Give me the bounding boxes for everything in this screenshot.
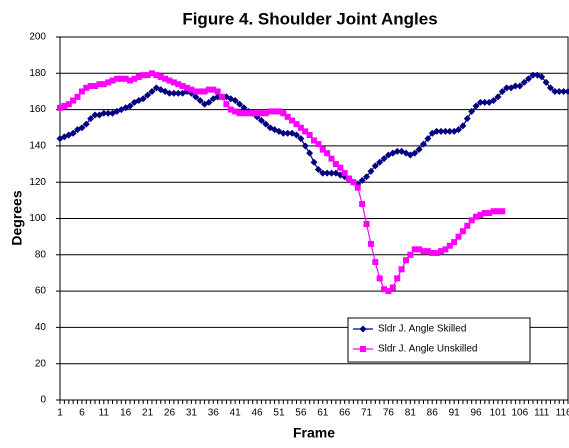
data-point [215, 88, 221, 94]
y-tick-label: 200 [29, 32, 46, 43]
data-point [372, 259, 378, 265]
data-point [307, 132, 313, 138]
y-tick-label: 80 [35, 249, 47, 260]
data-point [456, 234, 462, 240]
x-tick-label: 106 [511, 408, 528, 419]
y-tick-label: 160 [29, 104, 46, 115]
data-point [75, 94, 81, 100]
data-point [499, 208, 505, 214]
data-point [403, 257, 409, 263]
y-tick-label: 40 [35, 322, 47, 333]
data-point [460, 228, 466, 234]
data-point [451, 239, 457, 245]
x-tick-label: 101 [490, 408, 507, 419]
data-point [407, 252, 413, 258]
x-tick-label: 16 [120, 408, 132, 419]
y-axis-title: Degrees [9, 190, 25, 245]
y-tick-label: 140 [29, 141, 46, 152]
data-point [359, 201, 365, 207]
data-point [364, 221, 370, 227]
x-tick-label: 111 [534, 408, 550, 419]
data-point [324, 150, 330, 156]
x-tick-label: 6 [79, 408, 85, 419]
x-tick-label: 31 [186, 408, 198, 419]
x-tick-label: 86 [427, 408, 439, 419]
x-tick-label: 36 [208, 408, 220, 419]
x-tick-label: 11 [99, 408, 110, 419]
x-tick-label: 61 [317, 408, 329, 419]
x-tick-label: 66 [339, 408, 351, 419]
x-tick-label: 46 [252, 408, 264, 419]
data-point [315, 141, 321, 147]
x-tick-label: 91 [449, 408, 461, 419]
x-tick-label: 96 [470, 408, 482, 419]
x-tick-label: 56 [295, 408, 307, 419]
data-point [377, 275, 383, 281]
y-tick-label: 0 [40, 395, 46, 406]
data-point [329, 156, 335, 162]
x-axis-title: Frame [293, 425, 335, 441]
x-tick-label: 26 [164, 408, 176, 419]
data-point [355, 185, 361, 191]
x-tick-label: 21 [142, 408, 154, 419]
y-tick-label: 100 [29, 213, 46, 224]
data-point [390, 284, 396, 290]
data-point [350, 179, 356, 185]
x-tick-label: 76 [383, 408, 395, 419]
x-tick-label: 51 [273, 408, 285, 419]
x-tick-label: 81 [405, 408, 417, 419]
x-tick-label: 71 [361, 408, 373, 419]
y-tick-label: 180 [29, 68, 46, 79]
y-tick-label: 60 [35, 286, 47, 297]
chart-title: Figure 4. Shoulder Joint Angles [182, 9, 437, 28]
y-tick-label: 20 [35, 358, 47, 369]
legend-label: Sldr J. Angle Skilled [378, 324, 466, 335]
data-point [337, 165, 343, 171]
data-point [399, 266, 405, 272]
x-tick-label: 116 [556, 408, 569, 419]
data-point [219, 94, 225, 100]
data-point [394, 275, 400, 281]
y-tick-label: 120 [29, 177, 46, 188]
x-tick-label: 1 [57, 408, 63, 419]
legend-label: Sldr J. Angle Unskilled [378, 344, 478, 355]
legend-marker [360, 346, 366, 352]
data-point [368, 241, 374, 247]
x-tick-label: 41 [230, 408, 242, 419]
data-point [223, 101, 229, 107]
data-point [342, 170, 348, 176]
data-point [464, 223, 470, 229]
